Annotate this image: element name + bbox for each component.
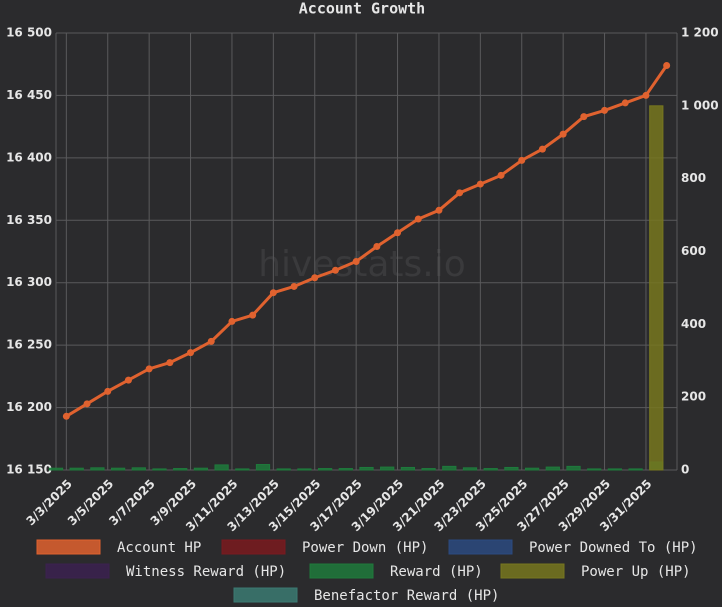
y2-tick-label: 0: [681, 463, 689, 477]
point: [331, 266, 339, 274]
bar: [255, 464, 271, 471]
bar: [421, 468, 436, 471]
bar: [566, 465, 581, 471]
bar: [607, 468, 623, 471]
point: [228, 317, 236, 325]
point: [621, 99, 629, 107]
point: [435, 206, 443, 214]
y-tick-label: 16 250: [6, 338, 52, 352]
y-tick-label: 16 150: [6, 463, 52, 477]
bar: [359, 466, 374, 471]
bar: [317, 468, 333, 471]
point: [414, 215, 422, 223]
point: [124, 376, 132, 384]
point: [166, 359, 174, 367]
y2-tick-label: 200: [681, 390, 706, 404]
bar: [276, 468, 291, 471]
bar: [628, 468, 643, 471]
bar: [338, 468, 353, 471]
watermark: hivestats.io: [258, 244, 466, 285]
y2-tick-label: 600: [681, 244, 706, 258]
point: [290, 282, 298, 290]
legend-label: Power Up (HP): [581, 564, 691, 580]
bar: [90, 467, 105, 471]
bar: [173, 468, 188, 471]
bar: [524, 467, 540, 471]
bar: [110, 467, 126, 471]
point: [456, 189, 464, 197]
y-tick-label: 16 350: [6, 213, 52, 227]
point: [311, 274, 319, 282]
legend-swatch: [309, 563, 374, 579]
legend-swatch: [500, 563, 565, 579]
bar: [400, 466, 416, 471]
legend-swatch: [233, 587, 298, 603]
point: [559, 130, 567, 138]
legend-label: Power Downed To (HP): [529, 540, 698, 556]
legend-swatch: [36, 539, 101, 555]
y-tick-label: 16 200: [6, 400, 52, 414]
point: [249, 311, 257, 319]
y-tick-label: 16 400: [6, 150, 52, 164]
y-tick-label: 16 500: [6, 26, 52, 40]
point: [580, 113, 588, 121]
bar: [235, 468, 250, 471]
point: [538, 145, 546, 153]
point: [145, 365, 153, 373]
y2-tick-label: 800: [681, 171, 706, 185]
legend-label: Benefactor Reward (HP): [314, 588, 499, 604]
y-tick-label: 16 300: [6, 275, 52, 289]
bar: [545, 466, 560, 471]
point: [601, 106, 609, 114]
bar: [380, 466, 395, 471]
legend-label: Account HP: [117, 540, 201, 556]
legend-label: Witness Reward (HP): [126, 564, 286, 580]
point: [642, 91, 650, 99]
point: [62, 412, 70, 420]
point: [394, 229, 402, 237]
y2-tick-label: 400: [681, 317, 706, 331]
point: [663, 61, 671, 69]
line: [65, 64, 668, 418]
y2-tick-label: 1 200: [681, 26, 719, 40]
point: [476, 180, 484, 188]
bar: [193, 467, 209, 471]
point: [83, 400, 91, 408]
bar: [442, 465, 457, 471]
legend-label: Reward (HP): [390, 564, 483, 580]
bar: [48, 467, 64, 471]
point: [187, 349, 195, 357]
point: [518, 156, 526, 164]
point: [373, 243, 381, 251]
chart-title: Account Growth: [299, 0, 425, 18]
y2-tick-label: 1 000: [681, 98, 719, 112]
bar: [649, 105, 664, 471]
legend-swatch: [45, 563, 110, 579]
bar: [504, 466, 519, 471]
y-tick-label: 16 450: [6, 88, 52, 102]
bar: [214, 464, 229, 471]
bar: [587, 468, 602, 471]
legend-swatch: [448, 539, 513, 555]
point: [352, 257, 360, 265]
bar: [483, 468, 498, 471]
legend-swatch: [221, 539, 286, 555]
bar: [131, 467, 146, 471]
bar: [152, 468, 167, 471]
point: [269, 289, 277, 297]
bar: [69, 467, 84, 471]
bar: [462, 467, 478, 471]
point: [497, 171, 505, 179]
bar: [297, 468, 312, 471]
point: [207, 337, 215, 345]
point: [104, 387, 112, 395]
legend-label: Power Down (HP): [302, 540, 428, 556]
